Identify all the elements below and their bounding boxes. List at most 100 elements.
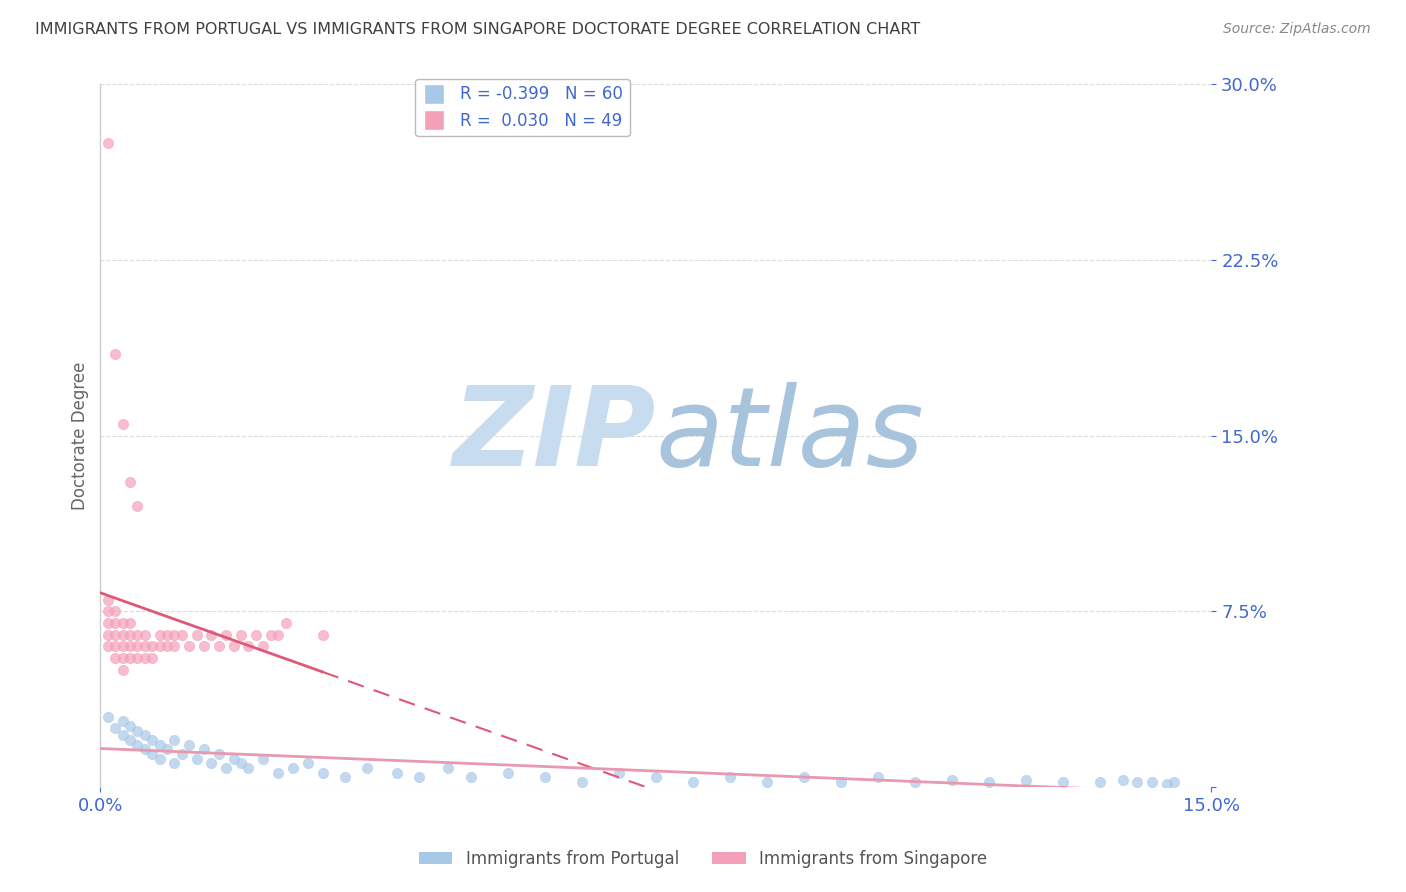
- Point: [127, 627, 149, 641]
- Point: [141, 747, 163, 761]
- Y-axis label: Doctorate Degree: Doctorate Degree: [72, 361, 89, 510]
- Point: [104, 615, 127, 630]
- Point: [267, 765, 290, 780]
- Point: [127, 651, 149, 665]
- Point: [163, 733, 186, 747]
- Point: [111, 417, 134, 431]
- Point: [97, 640, 120, 654]
- Point: [163, 627, 186, 641]
- Point: [149, 640, 172, 654]
- Point: [1156, 777, 1178, 791]
- Point: [141, 640, 163, 654]
- Point: [104, 347, 127, 361]
- Point: [163, 640, 186, 654]
- Point: [186, 627, 208, 641]
- Point: [385, 765, 408, 780]
- Point: [229, 627, 252, 641]
- Point: [118, 719, 141, 733]
- Point: [118, 640, 141, 654]
- Point: [682, 775, 704, 789]
- Point: [215, 627, 238, 641]
- Point: [141, 733, 163, 747]
- Point: [311, 765, 333, 780]
- Text: Source: ZipAtlas.com: Source: ZipAtlas.com: [1223, 22, 1371, 37]
- Point: [179, 738, 201, 752]
- Point: [718, 771, 741, 785]
- Point: [333, 771, 356, 785]
- Point: [868, 771, 890, 785]
- Point: [127, 640, 149, 654]
- Point: [1126, 775, 1149, 789]
- Point: [496, 765, 519, 780]
- Point: [149, 627, 172, 641]
- Point: [830, 775, 852, 789]
- Text: atlas: atlas: [655, 382, 925, 489]
- Point: [156, 627, 179, 641]
- Point: [104, 604, 127, 618]
- Point: [208, 747, 231, 761]
- Point: [179, 640, 201, 654]
- Point: [229, 756, 252, 771]
- Point: [97, 709, 120, 723]
- Point: [97, 136, 120, 150]
- Point: [111, 663, 134, 677]
- Point: [222, 640, 245, 654]
- Point: [97, 627, 120, 641]
- Point: [756, 775, 779, 789]
- Point: [260, 627, 283, 641]
- Point: [644, 771, 666, 785]
- Point: [141, 651, 163, 665]
- Point: [118, 615, 141, 630]
- Point: [127, 738, 149, 752]
- Point: [170, 747, 193, 761]
- Point: [252, 752, 274, 766]
- Point: [238, 761, 260, 775]
- Point: [134, 728, 156, 742]
- Point: [111, 714, 134, 729]
- Point: [408, 771, 430, 785]
- Point: [1163, 775, 1185, 789]
- Point: [607, 765, 630, 780]
- Point: [437, 761, 460, 775]
- Point: [979, 775, 1001, 789]
- Point: [193, 640, 215, 654]
- Point: [186, 752, 208, 766]
- Point: [97, 592, 120, 607]
- Point: [200, 627, 222, 641]
- Point: [111, 627, 134, 641]
- Point: [238, 640, 260, 654]
- Point: [111, 651, 134, 665]
- Point: [118, 733, 141, 747]
- Point: [163, 756, 186, 771]
- Point: [111, 615, 134, 630]
- Legend: R = -0.399   N = 60, R =  0.030   N = 49: R = -0.399 N = 60, R = 0.030 N = 49: [415, 78, 630, 136]
- Point: [1090, 775, 1112, 789]
- Point: [267, 627, 290, 641]
- Point: [156, 742, 179, 756]
- Point: [311, 627, 333, 641]
- Point: [149, 738, 172, 752]
- Point: [571, 775, 593, 789]
- Point: [1140, 775, 1163, 789]
- Point: [156, 640, 179, 654]
- Point: [104, 627, 127, 641]
- Text: IMMIGRANTS FROM PORTUGAL VS IMMIGRANTS FROM SINGAPORE DOCTORATE DEGREE CORRELATI: IMMIGRANTS FROM PORTUGAL VS IMMIGRANTS F…: [35, 22, 921, 37]
- Point: [149, 752, 172, 766]
- Point: [1111, 772, 1133, 787]
- Legend: Immigrants from Portugal, Immigrants from Singapore: Immigrants from Portugal, Immigrants fro…: [412, 844, 994, 875]
- Point: [193, 742, 215, 756]
- Point: [208, 640, 231, 654]
- Point: [245, 627, 267, 641]
- Point: [356, 761, 378, 775]
- Point: [104, 640, 127, 654]
- Point: [215, 761, 238, 775]
- Point: [222, 752, 245, 766]
- Point: [111, 640, 134, 654]
- Point: [170, 627, 193, 641]
- Point: [297, 756, 319, 771]
- Point: [111, 728, 134, 742]
- Point: [134, 627, 156, 641]
- Point: [274, 615, 297, 630]
- Point: [1015, 772, 1038, 787]
- Point: [118, 475, 141, 490]
